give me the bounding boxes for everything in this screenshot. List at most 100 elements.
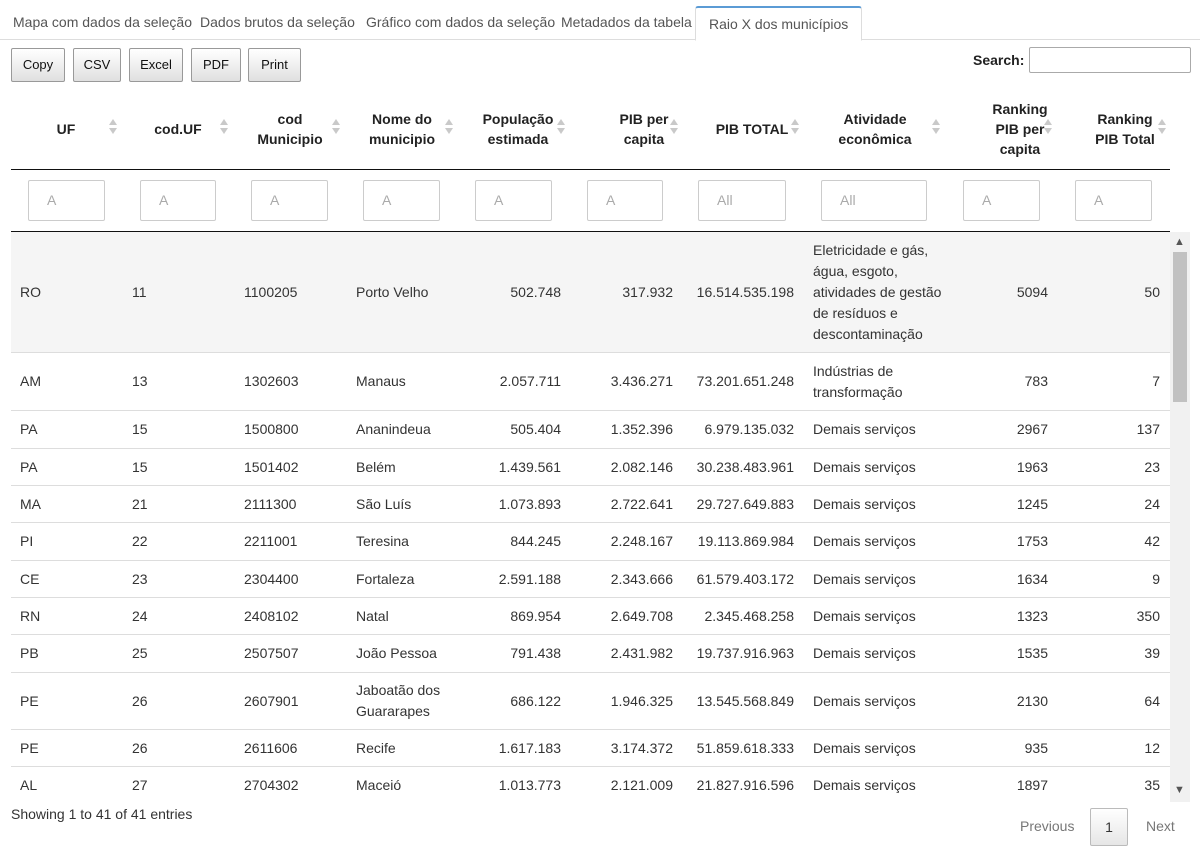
filter-nome-municipio[interactable]: A [363,180,440,221]
cell-nome-municipio: Fortaleza [356,570,415,587]
sort-icon[interactable] [332,118,340,136]
sort-icon[interactable] [1044,118,1052,136]
cell-pib-per-capita: 1.946.325 [610,692,673,709]
cell-ranking-pib-total: 50 [1144,283,1160,300]
cell-ranking-pib-total: 9 [1152,570,1160,587]
cell-nome-municipio: Belém [356,458,396,475]
cell-pib-per-capita: 2.649.708 [610,607,673,624]
table-row[interactable]: MA 21 2111300 São Luís 1.073.893 2.722.641 29.… [11,486,1170,523]
filter-pib-per-capita[interactable]: A [587,180,663,221]
sort-icon[interactable] [557,118,565,136]
column-header-pib-total[interactable]: PIB TOTAL [706,88,798,170]
table-info: Showing 1 to 41 of 41 entries [11,806,193,822]
filter-cod-uf[interactable]: A [140,180,216,221]
sort-icon[interactable] [220,118,228,136]
scroll-down-icon[interactable]: ▼ [1174,784,1185,796]
column-header-label: PIB per [619,111,669,127]
sort-icon[interactable] [109,118,117,136]
cell-pib-per-capita: 3.436.271 [610,373,673,389]
cell-pib-total: 19.737.916.963 [696,645,794,661]
search-input[interactable] [1029,47,1191,73]
next-button[interactable]: Next [1146,818,1175,834]
table-row[interactable]: RN 24 2408102 Natal 869.954 2.649.708 2.345.46… [11,598,1170,635]
cell-cod-municipio: 1501402 [244,458,299,475]
table-row[interactable]: CE 23 2304400 Fortaleza 2.591.188 2.343.666 61… [11,561,1170,598]
filter-uf[interactable]: A [28,180,105,221]
scrollbar[interactable]: ▲ ▼ [1170,232,1190,802]
cell-ranking-pib-per-capita: 1634 [1016,570,1048,587]
print-button[interactable]: Print [248,48,301,82]
column-header-uf[interactable]: UF [20,88,112,170]
pdf-button[interactable]: PDF [191,48,241,82]
column-header-populacao[interactable]: População estimada [474,88,562,170]
cell-cod-uf: 15 [132,458,148,475]
cell-atividade-economica: Demais serviços [813,533,916,549]
column-header-label: UF [56,121,76,137]
column-header-label: PIB TOTAL [715,121,789,137]
column-header-atividade-economica[interactable]: Atividade econômica [816,88,934,170]
page-1-button[interactable]: 1 [1090,808,1128,846]
scrollbar-thumb[interactable] [1173,252,1187,402]
sort-icon[interactable] [932,118,940,136]
cell-ranking-pib-per-capita: 2967 [1016,421,1048,437]
table-row[interactable]: PE 26 2611606 Recife 1.617.183 3.174.372 51.85… [11,730,1170,767]
filter-pib-total[interactable]: All [698,180,786,221]
scroll-up-icon[interactable]: ▲ [1174,236,1185,248]
column-header-label: capita [623,131,665,147]
tab-dados-brutos[interactable]: Dados brutos da seleção [200,14,355,30]
cell-populacao: 502.748 [510,283,561,300]
cell-populacao: 844.245 [510,533,561,549]
cell-uf: AM [20,373,41,389]
table-row[interactable]: AM 13 1302603 Manaus 2.057.711 3.436.271 73.20… [11,353,1170,411]
table-row[interactable]: AL 27 2704302 Maceió 1.013.773 2.121.009 21.82… [11,767,1170,802]
cell-cod-municipio: 2704302 [244,777,299,793]
tab-metadados[interactable]: Metadados da tabela [561,14,692,30]
cell-ranking-pib-per-capita: 1897 [1016,777,1048,793]
cell-uf: PE [20,692,39,709]
column-header-pib-per-capita[interactable]: PIB per capita [592,88,696,170]
filter-atividade-economica[interactable]: All [821,180,927,221]
filter-cod-municipio[interactable]: A [251,180,328,221]
tab-mapa[interactable]: Mapa com dados da seleção [13,14,192,30]
cell-cod-municipio: 2607901 [244,692,299,709]
cell-populacao: 2.057.711 [499,373,561,389]
sort-icon[interactable] [670,118,678,136]
tab-grafico[interactable]: Gráfico com dados da seleção [366,14,556,30]
cell-uf: PE [20,739,39,756]
table-row[interactable]: PI 22 2211001 Teresina 844.245 2.248.167 19.11… [11,523,1170,561]
previous-button[interactable]: Previous [1020,818,1075,834]
sort-icon[interactable] [1158,118,1166,136]
column-header-ranking-pib-per-capita[interactable]: Ranking PIB per capita [972,88,1068,170]
table-body[interactable]: RO 11 1100205 Porto Velho 502.748 317.932 16.5… [11,232,1170,802]
header-divider [11,169,1170,170]
column-header-nome-municipio[interactable]: Nome do municipio [356,88,448,170]
cell-pib-per-capita: 3.174.372 [610,739,673,756]
copy-button[interactable]: Copy [11,48,65,82]
cell-cod-uf: 22 [132,533,148,549]
csv-button[interactable]: CSV [73,48,121,82]
cell-ranking-pib-total: 12 [1144,739,1160,756]
cell-ranking-pib-total: 42 [1144,533,1160,549]
tab-raio-x[interactable]: Raio X dos municípios [695,6,863,41]
cell-populacao: 1.439.561 [498,458,561,475]
cell-cod-municipio: 1500800 [244,421,299,437]
cell-populacao: 1.013.773 [498,777,561,793]
filter-populacao[interactable]: A [475,180,552,221]
column-header-cod-municipio[interactable]: cod Municipio [244,88,336,170]
filter-ranking-pib-total[interactable]: A [1075,180,1152,221]
table-row[interactable]: PE 26 2607901 Jaboatão dos Guararapes 686.12… [11,673,1170,730]
cell-populacao: 1.617.183 [498,739,561,756]
column-header-cod-uf[interactable]: cod.UF [132,88,224,170]
column-header-label: Ranking [1097,111,1153,127]
table-row[interactable]: RO 11 1100205 Porto Velho 502.748 317.932 16.5… [11,232,1170,353]
sort-icon[interactable] [445,118,453,136]
filter-ranking-pib-per-capita[interactable]: A [963,180,1040,221]
table-row[interactable]: PA 15 1501402 Belém 1.439.561 2.082.146 30.238… [11,449,1170,486]
table-row[interactable]: PA 15 1500800 Ananindeua 505.404 1.352.396 6.9… [11,411,1170,449]
cell-uf: CE [20,570,40,587]
column-header-ranking-pib-total[interactable]: Ranking PIB Total [1085,88,1165,170]
sort-icon[interactable] [791,118,799,136]
column-header-label: Ranking [992,101,1048,117]
table-row[interactable]: PB 25 2507507 João Pessoa 791.438 2.431.982 19… [11,635,1170,673]
excel-button[interactable]: Excel [129,48,183,82]
